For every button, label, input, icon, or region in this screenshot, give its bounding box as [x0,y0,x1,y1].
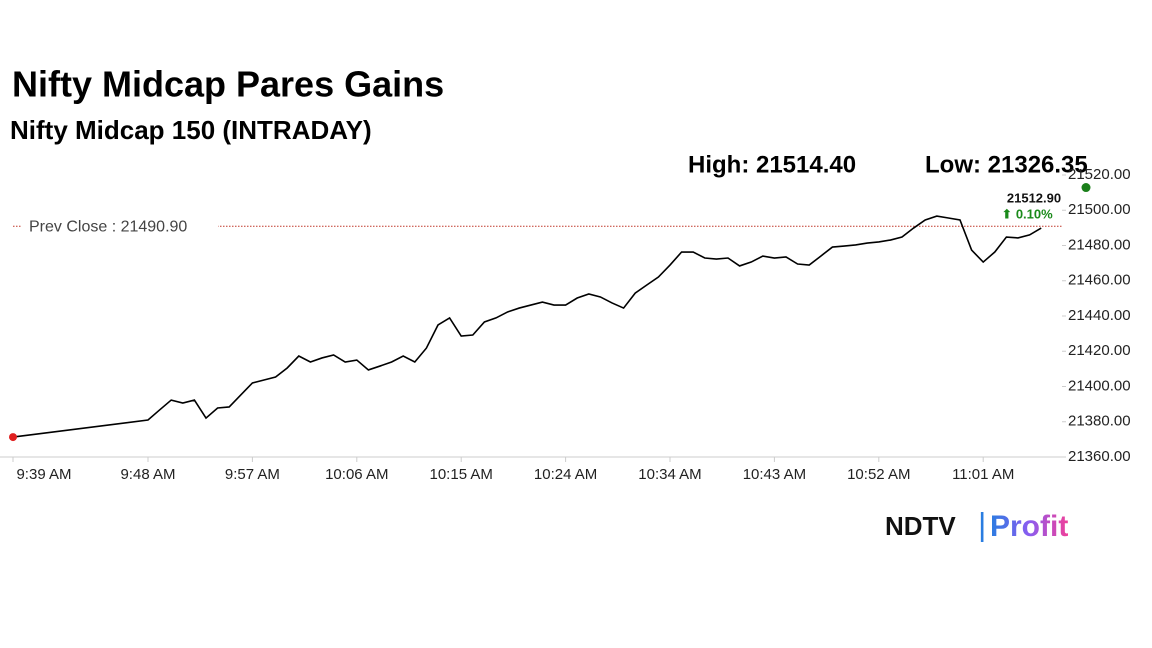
y-tick-label: 21480.00 [1068,236,1131,253]
x-tick-label: 10:24 AM [534,466,597,483]
y-tick-label: 21380.00 [1068,413,1131,430]
low-label: Low: 21326.35 [925,151,1088,178]
y-tick-label: 21400.00 [1068,377,1131,394]
logo-profit: Profit [990,510,1068,543]
change-label: ⬆ 0.10% [1001,206,1053,221]
x-tick-label: 9:48 AM [120,466,175,483]
prev-close-bg [22,216,218,237]
x-tick-label: 11:01 AM [952,466,1014,483]
logo-ndtv: NDTV [885,511,956,541]
current-dot [1081,183,1091,193]
y-tick-label: 21420.00 [1068,342,1131,359]
x-tick-label: 10:15 AM [430,466,493,483]
high-label: High: 21514.40 [688,151,856,178]
y-tick-label: 21440.00 [1068,307,1131,324]
x-tick-label: 10:06 AM [325,466,388,483]
x-tick-label: 9:39 AM [16,466,71,483]
x-tick-label: 10:52 AM [847,466,910,483]
x-tick-label: 10:34 AM [638,466,701,483]
x-tick-label: 9:57 AM [225,466,280,483]
x-tick-label: 10:43 AM [743,466,806,483]
chart-title: Nifty Midcap Pares Gains [12,64,444,105]
y-tick-label: 21360.00 [1068,448,1131,465]
chart-subtitle: Nifty Midcap 150 (INTRADAY) [10,115,372,145]
y-tick-label: 21460.00 [1068,272,1131,289]
current-value: 21512.90 [1007,190,1061,205]
start-dot [9,433,17,442]
price-line [12,215,1042,438]
logo-divider: | [978,506,986,542]
y-tick-label: 21520.00 [1068,166,1131,183]
prev-close-label: Prev Close : 21490.90 [29,219,187,236]
y-tick-label: 21500.00 [1068,201,1131,218]
